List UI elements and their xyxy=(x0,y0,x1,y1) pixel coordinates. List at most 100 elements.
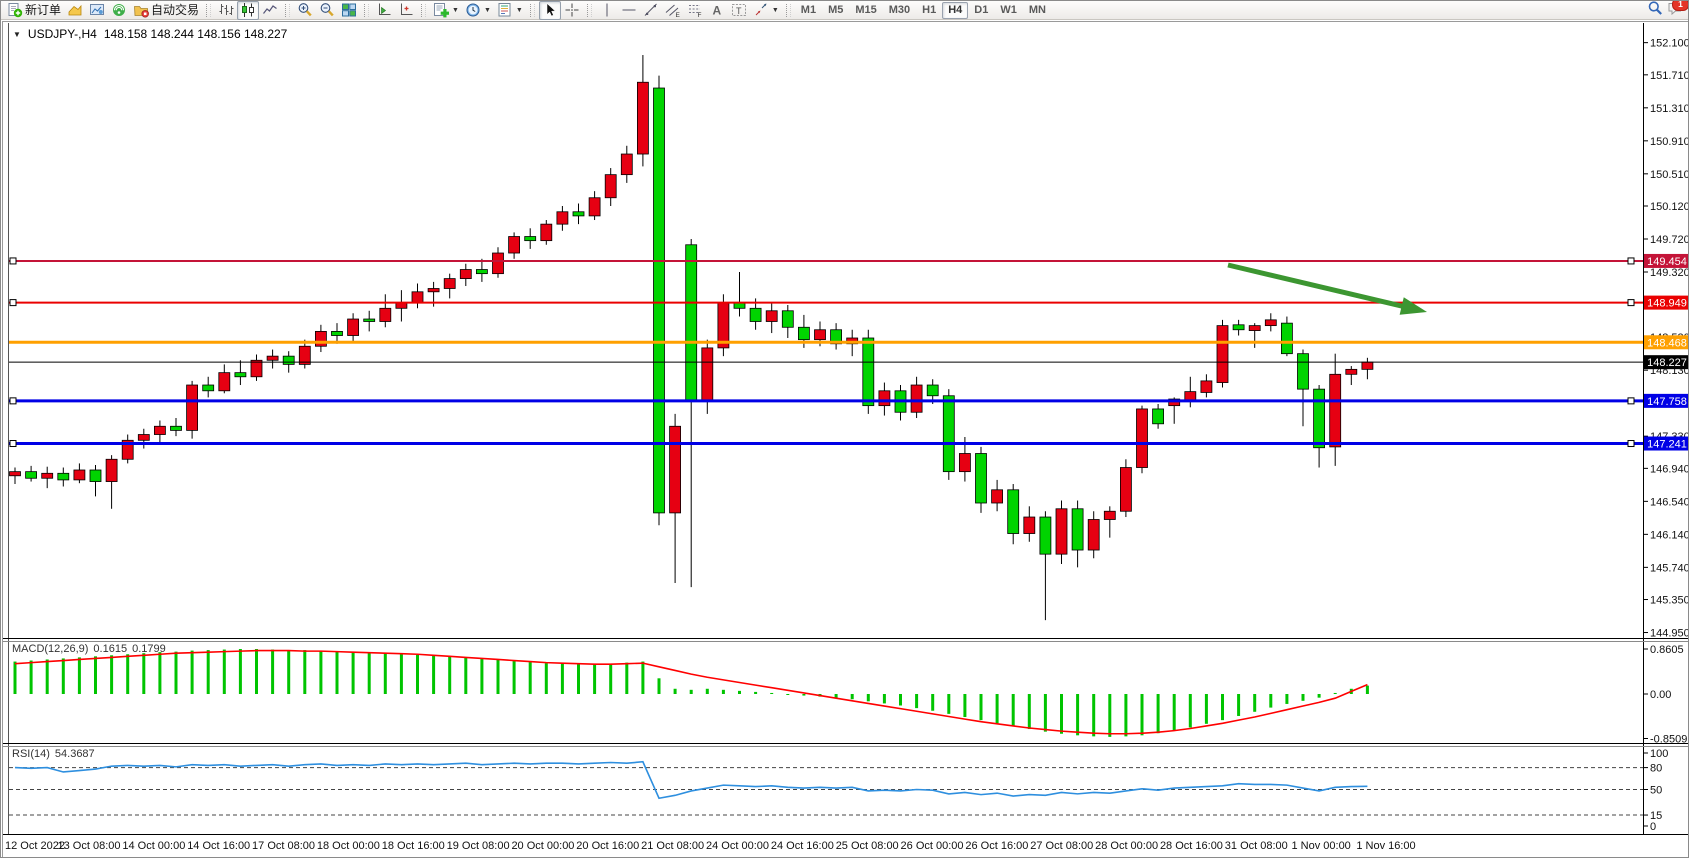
timeframe-mn-button[interactable]: MN xyxy=(1028,3,1046,16)
tile-windows-button[interactable] xyxy=(338,1,360,20)
time-axis-label: 24 Oct 00:00 xyxy=(706,840,769,852)
search-button[interactable] xyxy=(1647,1,1663,21)
auto-scroll-button[interactable] xyxy=(373,1,395,20)
bar-chart-button[interactable] xyxy=(215,1,237,20)
candle-body xyxy=(1039,516,1052,555)
line-chart-button[interactable] xyxy=(259,1,281,20)
main-toolbar: 新订单 自动交易 ▼ ▼ ▼ E F A T ▼ M1 M5 M15 M30 H1 H4 D1 W1 MN 1 xyxy=(1,1,1688,20)
macd-histogram-bar xyxy=(77,657,81,694)
price-tick-label: 151.310 xyxy=(1650,103,1689,115)
timeframe-m1-button[interactable]: M1 xyxy=(800,3,817,16)
macd-histogram-bar xyxy=(641,661,645,694)
macd-histogram-bar xyxy=(963,694,967,718)
macd-histogram-bar xyxy=(158,652,162,694)
candle-body xyxy=(1248,325,1261,331)
dropdown-arrow-icon[interactable]: ▼ xyxy=(483,6,491,14)
equidistant-channel-button[interactable]: E xyxy=(662,1,684,20)
text-button[interactable]: A xyxy=(706,1,728,20)
fibonacci-icon: F xyxy=(688,5,701,18)
candle-body xyxy=(492,252,504,275)
timeframe-d1-button[interactable]: D1 xyxy=(974,3,989,16)
svg-text:F: F xyxy=(697,12,701,18)
candle-body xyxy=(443,278,456,289)
line-handle[interactable] xyxy=(9,257,17,265)
timeframe-h4-button[interactable]: H4 xyxy=(942,1,969,19)
macd-tick-label: 0.00 xyxy=(1650,689,1671,701)
macd-histogram-bar xyxy=(174,651,178,694)
line-handle[interactable] xyxy=(9,299,17,307)
toolbar-grip xyxy=(206,3,212,17)
arrow-objects-button[interactable]: ▼ xyxy=(750,1,782,20)
new-chart-button[interactable]: ▼ xyxy=(430,1,462,20)
timeframe-m5-button[interactable]: M5 xyxy=(828,3,844,16)
autotrade-button[interactable]: 自动交易 xyxy=(130,1,202,20)
text-label-button[interactable]: T xyxy=(728,1,750,20)
horizontal-line-button[interactable] xyxy=(618,1,640,20)
terminal-button[interactable] xyxy=(108,1,130,20)
line-handle[interactable] xyxy=(1627,397,1635,405)
time-axis-label: 24 Oct 16:00 xyxy=(771,840,834,852)
candle-body xyxy=(991,489,1003,504)
dropdown-arrow-icon[interactable]: ▼ xyxy=(515,6,523,14)
chat-button[interactable]: 1 xyxy=(1667,1,1688,21)
profiles-button[interactable]: ▼ xyxy=(462,1,494,20)
price-badge-label: 149.454 xyxy=(1647,256,1687,268)
zoom-in-button[interactable] xyxy=(294,1,316,20)
candle-body xyxy=(347,318,360,336)
search-icon xyxy=(1648,1,1662,15)
rsi-tick-label: 15 xyxy=(1650,810,1662,822)
macd-histogram-bar xyxy=(786,694,790,695)
macd-histogram-bar xyxy=(399,653,403,694)
macd-histogram-bar xyxy=(544,663,548,694)
macd-histogram-bar xyxy=(850,694,854,700)
candle-body xyxy=(25,471,38,479)
templates-button[interactable]: ▼ xyxy=(494,1,526,20)
line-chart-icon xyxy=(263,5,277,14)
timeframe-w1-button[interactable]: W1 xyxy=(1000,3,1017,16)
chart-shift-button[interactable] xyxy=(395,1,417,20)
timeframe-m30-button[interactable]: M30 xyxy=(888,3,911,16)
timeframe-m15-button[interactable]: M15 xyxy=(855,3,877,16)
zoom-out-button[interactable] xyxy=(316,1,338,20)
price-badge xyxy=(1644,393,1688,408)
macd-histogram-bar xyxy=(1317,694,1321,698)
time-axis-label: 19 Oct 08:00 xyxy=(447,840,510,852)
trend-arrow-annotation[interactable] xyxy=(1227,262,1409,310)
macd-histogram-bar xyxy=(416,654,419,694)
macd-histogram-bar xyxy=(1301,694,1305,701)
time-axis-label: 13 Oct 08:00 xyxy=(58,840,121,852)
dropdown-arrow-icon[interactable]: ▼ xyxy=(771,6,779,14)
line-handle[interactable] xyxy=(1627,440,1635,448)
fibonacci-button[interactable]: F xyxy=(684,1,706,20)
line-handle[interactable] xyxy=(9,440,17,448)
candle-body xyxy=(781,310,794,328)
price-badge-label: 148.468 xyxy=(1647,337,1687,349)
navigator-button[interactable] xyxy=(86,1,108,20)
line-handle[interactable] xyxy=(1627,299,1635,307)
candle-chart-button[interactable] xyxy=(237,1,260,20)
market-watch-button[interactable] xyxy=(64,1,86,20)
candle-body xyxy=(556,211,569,225)
candle-body xyxy=(1087,519,1100,551)
trend-arrow-head[interactable] xyxy=(1399,297,1427,315)
crosshair-button[interactable] xyxy=(561,1,583,20)
trendline-button[interactable] xyxy=(640,1,662,20)
cursor-button[interactable] xyxy=(538,1,561,20)
time-axis-label: 20 Oct 16:00 xyxy=(576,840,639,852)
toolbar-right-icons: 1 xyxy=(1647,1,1688,21)
time-axis-label: 14 Oct 16:00 xyxy=(187,840,250,852)
candle-body xyxy=(73,469,86,481)
time-axis-label: 28 Oct 16:00 xyxy=(1160,840,1223,852)
dropdown-arrow-icon[interactable]: ▼ xyxy=(452,6,459,14)
candle-body xyxy=(685,244,698,402)
price-badge xyxy=(1644,436,1688,451)
candle-body xyxy=(1264,319,1277,327)
macd-histogram-bar xyxy=(512,661,516,694)
timeframe-h1-button[interactable]: H1 xyxy=(922,3,937,16)
new-order-button[interactable]: 新订单 xyxy=(4,1,64,20)
line-handle[interactable] xyxy=(1627,257,1635,265)
vertical-line-button[interactable] xyxy=(596,1,618,20)
chart-collapse-icon[interactable]: ▼ xyxy=(13,29,21,39)
toolbar-grip xyxy=(785,3,791,17)
line-handle[interactable] xyxy=(9,397,17,405)
